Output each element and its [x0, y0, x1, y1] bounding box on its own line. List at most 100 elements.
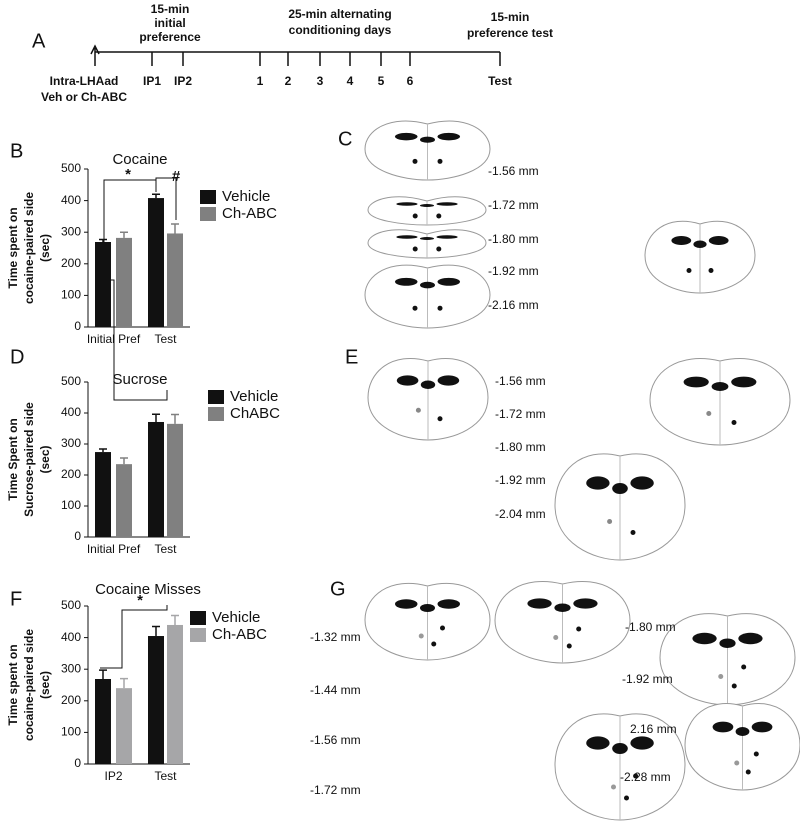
section-depth: -1.92 mm — [495, 473, 546, 487]
section-depth: -2.16 mm — [488, 298, 539, 312]
timeline-label: 1 — [257, 74, 264, 88]
third-ventricle — [612, 743, 628, 754]
bar — [148, 636, 164, 764]
timeline-label: 4 — [347, 74, 354, 88]
ventricle — [712, 721, 734, 733]
ventricle — [586, 476, 610, 490]
ventricle — [683, 376, 709, 388]
significance-mark: * — [125, 166, 131, 183]
lesion-site — [630, 530, 636, 535]
lesion-site — [741, 664, 747, 670]
y-tick-label: 500 — [61, 161, 81, 175]
bar — [148, 421, 164, 537]
third-ventricle — [719, 638, 736, 648]
y-axis-label: Sucrose-paired side — [22, 402, 36, 517]
brain-section — [367, 229, 487, 259]
y-axis-label: (sec) — [38, 234, 52, 262]
error-bar — [120, 677, 128, 689]
timeline-label: 3 — [317, 74, 324, 88]
lesion-site — [553, 635, 559, 640]
y-tick-label: 300 — [61, 661, 81, 675]
y-tick-label: 400 — [61, 193, 81, 207]
section-depth: -1.56 mm — [310, 733, 361, 747]
panel-letter: A — [32, 30, 46, 52]
panel-letter: B — [10, 140, 23, 162]
section-depth: -1.92 mm — [622, 672, 673, 686]
injection-arrow — [90, 44, 100, 66]
ventricle — [586, 736, 610, 750]
legend-label: ChABC — [230, 405, 280, 422]
lesion-site — [753, 751, 759, 757]
brain-section — [364, 120, 491, 181]
lesion-site — [415, 407, 421, 413]
y-axis-label: cocaine-paired side — [22, 629, 36, 741]
bar — [167, 423, 183, 537]
timeline-label: 5 — [378, 74, 385, 88]
x-tick-label: Test — [154, 769, 177, 783]
y-axis-label: (sec) — [38, 445, 52, 473]
section-depth: -1.80 mm — [495, 440, 546, 454]
phase-label: preference test — [467, 26, 553, 40]
lesion-site — [731, 683, 737, 689]
ventricle — [395, 132, 418, 141]
phase-label: preference — [139, 30, 201, 44]
bar — [116, 688, 132, 764]
third-ventricle — [420, 136, 435, 143]
third-ventricle — [420, 281, 435, 289]
ventricle — [671, 236, 692, 245]
third-ventricle — [420, 380, 436, 389]
section-depth: 2.16 mm — [630, 722, 677, 736]
error-bar — [99, 448, 107, 453]
y-tick-label: 200 — [61, 693, 81, 707]
legend-swatch — [190, 611, 206, 625]
y-tick-label: 300 — [61, 436, 81, 450]
brain-section — [684, 703, 800, 791]
y-tick-label: 400 — [61, 405, 81, 419]
ventricle — [437, 599, 460, 609]
legend-label: Vehicle — [222, 188, 270, 205]
lesion-site — [412, 213, 418, 219]
ventricle — [751, 721, 773, 733]
error-bar — [152, 193, 160, 199]
ventricle — [731, 376, 757, 388]
brain-section — [554, 453, 686, 561]
bar — [148, 198, 164, 327]
ventricle — [395, 277, 418, 286]
y-tick-label: 200 — [61, 467, 81, 481]
y-axis-label: Time spent on — [6, 207, 20, 288]
lesion-site — [566, 643, 572, 649]
error-bar — [99, 238, 107, 242]
y-axis-label: Time Spent on — [6, 418, 20, 500]
third-ventricle — [419, 237, 435, 240]
section-depth: -1.72 mm — [495, 407, 546, 421]
phase-label: 15-min — [151, 2, 190, 16]
lesion-site — [718, 674, 724, 679]
lesion-site — [706, 411, 712, 416]
y-tick-label: 500 — [61, 598, 81, 612]
third-ventricle — [419, 204, 435, 207]
lesion-site — [437, 416, 443, 422]
lesion-site — [686, 268, 692, 273]
y-tick-label: 0 — [74, 319, 81, 333]
y-tick-label: 0 — [74, 756, 81, 770]
chart-title: Cocaine Misses — [95, 581, 201, 598]
panel-letter: F — [10, 588, 22, 610]
ventricle — [630, 476, 654, 490]
lesion-site — [431, 641, 437, 647]
section-depth: -1.72 mm — [488, 198, 539, 212]
panel-letter: D — [10, 346, 24, 368]
lesion-site — [436, 246, 442, 252]
lesion-site — [437, 158, 443, 164]
ventricle — [396, 375, 419, 386]
timeline-label: IP1 — [143, 74, 161, 88]
bar — [95, 678, 111, 764]
y-tick-label: 100 — [61, 288, 81, 302]
bar — [95, 452, 111, 537]
y-tick-label: 500 — [61, 374, 81, 388]
ventricle — [436, 202, 458, 206]
y-tick-label: 300 — [61, 224, 81, 238]
timeline-label: Test — [488, 74, 512, 88]
brain-section — [367, 196, 487, 226]
significance-bracket — [100, 605, 168, 669]
significance-mark: # — [172, 168, 181, 185]
